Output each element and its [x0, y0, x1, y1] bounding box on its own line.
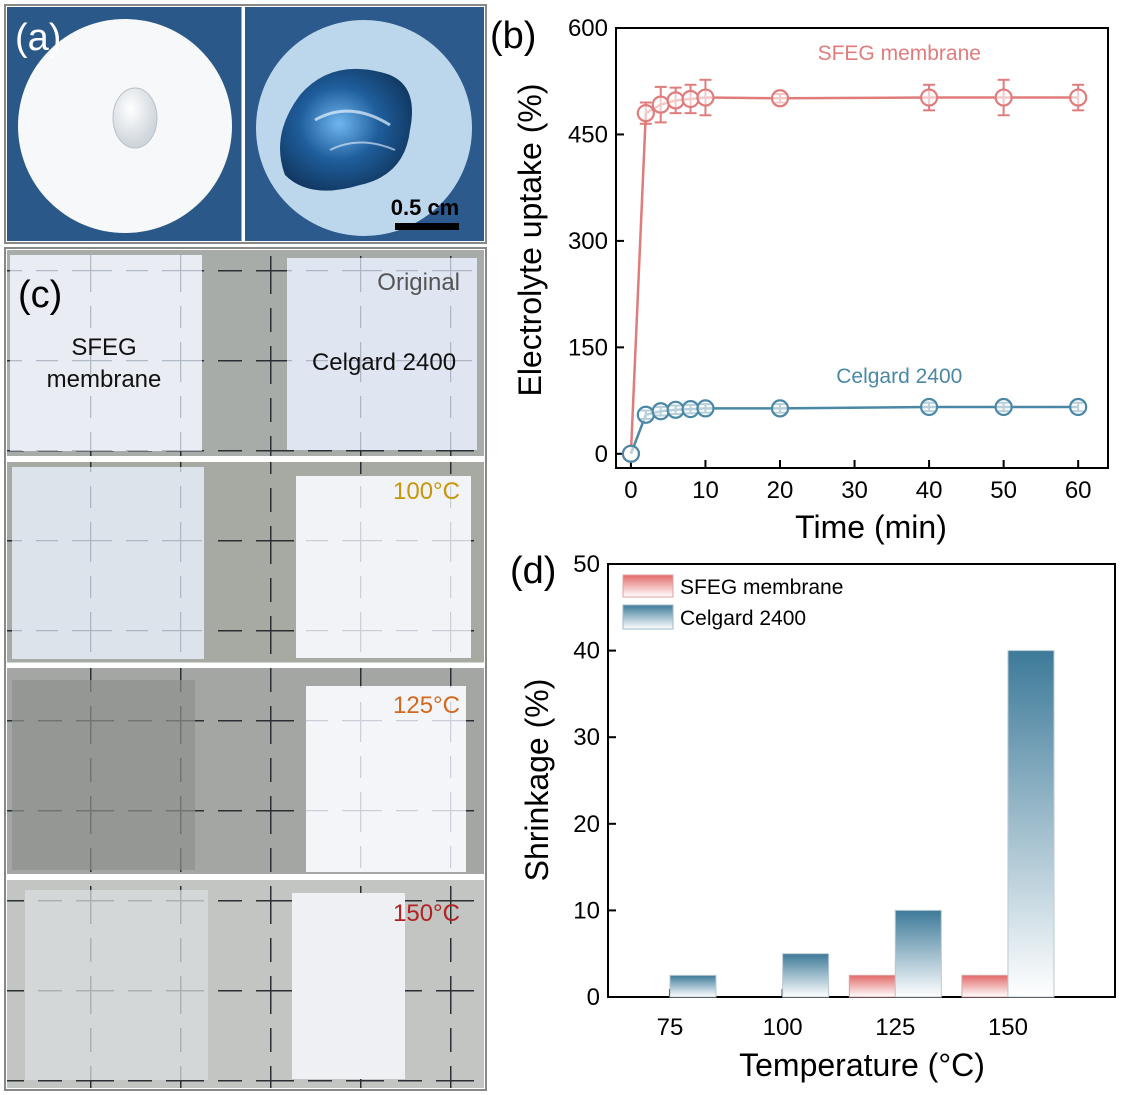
y-tick-label: 0 [587, 984, 600, 1011]
y-tick-label: 450 [568, 121, 608, 148]
wetted-area [280, 68, 412, 191]
y-tick-label: 300 [568, 228, 608, 255]
bar-celgard-75 [669, 974, 717, 998]
uptake-chart-frame [615, 27, 1109, 469]
photo-row-100c [7, 462, 484, 663]
data-point [994, 88, 1013, 107]
electrolyte-droplet [112, 87, 158, 149]
y-tick-label: 50 [573, 551, 600, 578]
data-point [636, 405, 655, 424]
data-point [919, 88, 939, 107]
scale-bar [395, 223, 459, 230]
x-tick-label: 40 [916, 477, 943, 504]
y-tick-label: 30 [573, 724, 600, 751]
shrinkage-chart: (d) 0 10 20 30 40 50 75 100 125 150 SFEG membrane… [510, 550, 1116, 1083]
x-tick-label: 100 [763, 1014, 803, 1041]
data-point [770, 399, 790, 418]
y-tick-label: 40 [573, 638, 600, 665]
uptake-chart-series [621, 78, 1088, 463]
data-point [919, 397, 939, 417]
bar-sfeg-125 [848, 974, 896, 998]
sfeg-sample-label-line1: SFEG [71, 334, 136, 361]
panel-a-label: (a) [15, 17, 61, 59]
legend-swatch-celgard [622, 604, 674, 630]
y-tick-label: 150 [568, 334, 608, 361]
data-point [636, 104, 655, 123]
scale-bar-label: 0.5 cm [391, 195, 460, 220]
shrinkage-legend: SFEG membrane Celgard 2400 [622, 574, 843, 630]
y-tick-label: 20 [573, 811, 600, 838]
celgard-sample-label: Celgard 2400 [312, 349, 456, 376]
series-line-sfeg [629, 96, 1079, 454]
data-point [681, 399, 700, 419]
x-tick-label: 0 [624, 477, 637, 504]
data-point [651, 402, 670, 421]
data-point [1069, 397, 1088, 417]
condition-label-150c: 150°C [393, 900, 460, 927]
legend-label-sfeg: SFEG membrane [680, 576, 843, 599]
condition-label-100c: 100°C [393, 478, 460, 505]
series-label-sfeg: SFEG membrane [818, 42, 981, 65]
photo-row-150c [7, 880, 484, 1088]
data-point [696, 88, 715, 107]
panel-a-photo: (a) 0.5 cm [4, 4, 487, 244]
x-tick-label: 125 [875, 1014, 915, 1041]
photo-row-125c [7, 668, 484, 874]
x-tick-label: 150 [988, 1014, 1028, 1041]
x-tick-label: 50 [990, 477, 1017, 504]
photo-row-original [7, 250, 484, 456]
series-label-celgard: Celgard 2400 [836, 365, 962, 388]
panel-b-label: (b) [490, 15, 536, 57]
legend-swatch-sfeg [622, 574, 674, 598]
x-tick-label: 30 [841, 477, 868, 504]
sfeg-sample-150c [25, 890, 208, 1080]
shrinkage-chart-x-axis-label: Temperature (°C) [739, 1047, 985, 1083]
y-tick-label: 600 [568, 15, 608, 42]
x-tick-label: 20 [767, 477, 794, 504]
shrinkage-chart-y-axis-label: Shrinkage (%) [519, 679, 555, 882]
data-point [770, 89, 790, 108]
data-point [994, 397, 1013, 417]
data-point [651, 95, 670, 114]
panel-c-label: (c) [18, 274, 62, 316]
data-point [681, 89, 700, 109]
y-tick-label: 10 [573, 897, 600, 924]
bar-celgard-100 [782, 953, 830, 998]
shrinkage-chart-bars [669, 650, 1055, 998]
uptake-chart-x-axis-label: Time (min) [795, 509, 947, 545]
x-tick-label: 75 [657, 1014, 684, 1041]
bar-celgard-150 [1007, 650, 1055, 998]
data-point [666, 91, 685, 110]
legend-label-celgard: Celgard 2400 [680, 607, 806, 630]
shrinkage-chart-axes: 0 10 20 30 40 50 75 100 125 150 [573, 551, 1116, 1041]
celgard-sample-150c [292, 893, 405, 1079]
x-tick-label: 60 [1065, 477, 1092, 504]
sfeg-sample-125c [12, 680, 195, 870]
data-point [621, 444, 641, 463]
panel-d-label: (d) [510, 550, 556, 592]
bar-celgard-125 [894, 909, 942, 998]
x-tick-label: 10 [692, 477, 719, 504]
data-point [696, 399, 715, 418]
sfeg-sample-label-line2: membrane [47, 366, 162, 393]
panel-c-photo: (c) Original SFEG membrane Celgard 2400 … [4, 247, 487, 1091]
data-point [666, 400, 685, 419]
uptake-chart-y-axis-label: Electrolyte uptake (%) [512, 83, 548, 396]
condition-label-125c: 125°C [393, 692, 460, 719]
y-tick-label: 0 [595, 441, 608, 468]
bar-sfeg-150 [961, 974, 1009, 998]
condition-label-original: Original [377, 269, 460, 296]
data-point [1069, 88, 1088, 107]
